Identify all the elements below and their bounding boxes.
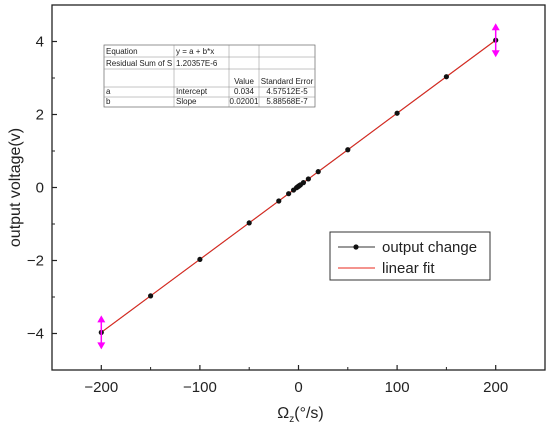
fit-table: Equation y = a + b*x Residual Sum of S 1.20… (103, 44, 316, 108)
data-point (443, 74, 449, 80)
legend-box (329, 231, 491, 281)
data-point (286, 191, 292, 197)
fit-table-cell: 4.57512E-5 (266, 87, 308, 96)
fit-table-cell: Residual Sum of S (106, 59, 172, 68)
data-point (276, 198, 282, 204)
data-point (246, 220, 252, 226)
legend-label-output-change: output change (382, 239, 477, 256)
legend-label-linear-fit: linear fit (382, 260, 435, 277)
axis-ticks: −200 −100 0 100 200 −4 −2 0 2 4 (27, 34, 508, 397)
data-point (315, 169, 321, 175)
error-arrow-down (491, 50, 500, 58)
fit-table-cell: a (106, 87, 111, 96)
x-tick-label: 100 (385, 379, 410, 396)
fit-table-cell: Intercept (176, 87, 208, 96)
y-tick-label: 4 (36, 34, 44, 51)
fit-table-cell: 0.034 (234, 87, 255, 96)
data-point (345, 147, 351, 153)
legend-marker-output-change (353, 244, 359, 250)
fit-table-frame (103, 44, 316, 108)
fit-table-cell: Equation (106, 47, 138, 56)
fit-table-cell: 0.02001 (230, 97, 259, 106)
data-point (300, 180, 307, 186)
data-point (394, 110, 400, 116)
legend: output change linear fit (329, 231, 491, 281)
y-tick-label: −2 (27, 253, 44, 270)
fit-table-cell: Standard Error (261, 77, 314, 86)
series-layer (97, 23, 500, 350)
fit-table-cell: 5.88568E-7 (266, 97, 308, 106)
x-tick-label: 0 (294, 379, 302, 396)
x-tick-label: 200 (483, 379, 508, 396)
fit-table-cell: y = a + b*x (176, 47, 214, 56)
y-axis-label: output voltage(v) (7, 128, 24, 247)
fit-table-cell: Slope (176, 97, 197, 106)
x-tick-label: −200 (84, 379, 118, 396)
x-tick-label: −100 (183, 379, 217, 396)
fit-table-cell: Value (234, 77, 254, 86)
data-point (197, 256, 203, 263)
y-tick-label: −4 (27, 326, 44, 343)
y-tick-label: 2 (36, 107, 44, 124)
error-arrow-up (97, 315, 106, 323)
y-tick-label: 0 (36, 180, 44, 197)
x-axis-label: Ωz(°/s) (277, 405, 323, 425)
fit-table-cell: 1.20357E-6 (176, 59, 218, 68)
error-arrow-down (97, 342, 106, 350)
data-point (148, 293, 154, 299)
data-point (305, 176, 311, 182)
fit-table-cell: b (106, 97, 111, 106)
error-arrow-up (491, 23, 500, 31)
